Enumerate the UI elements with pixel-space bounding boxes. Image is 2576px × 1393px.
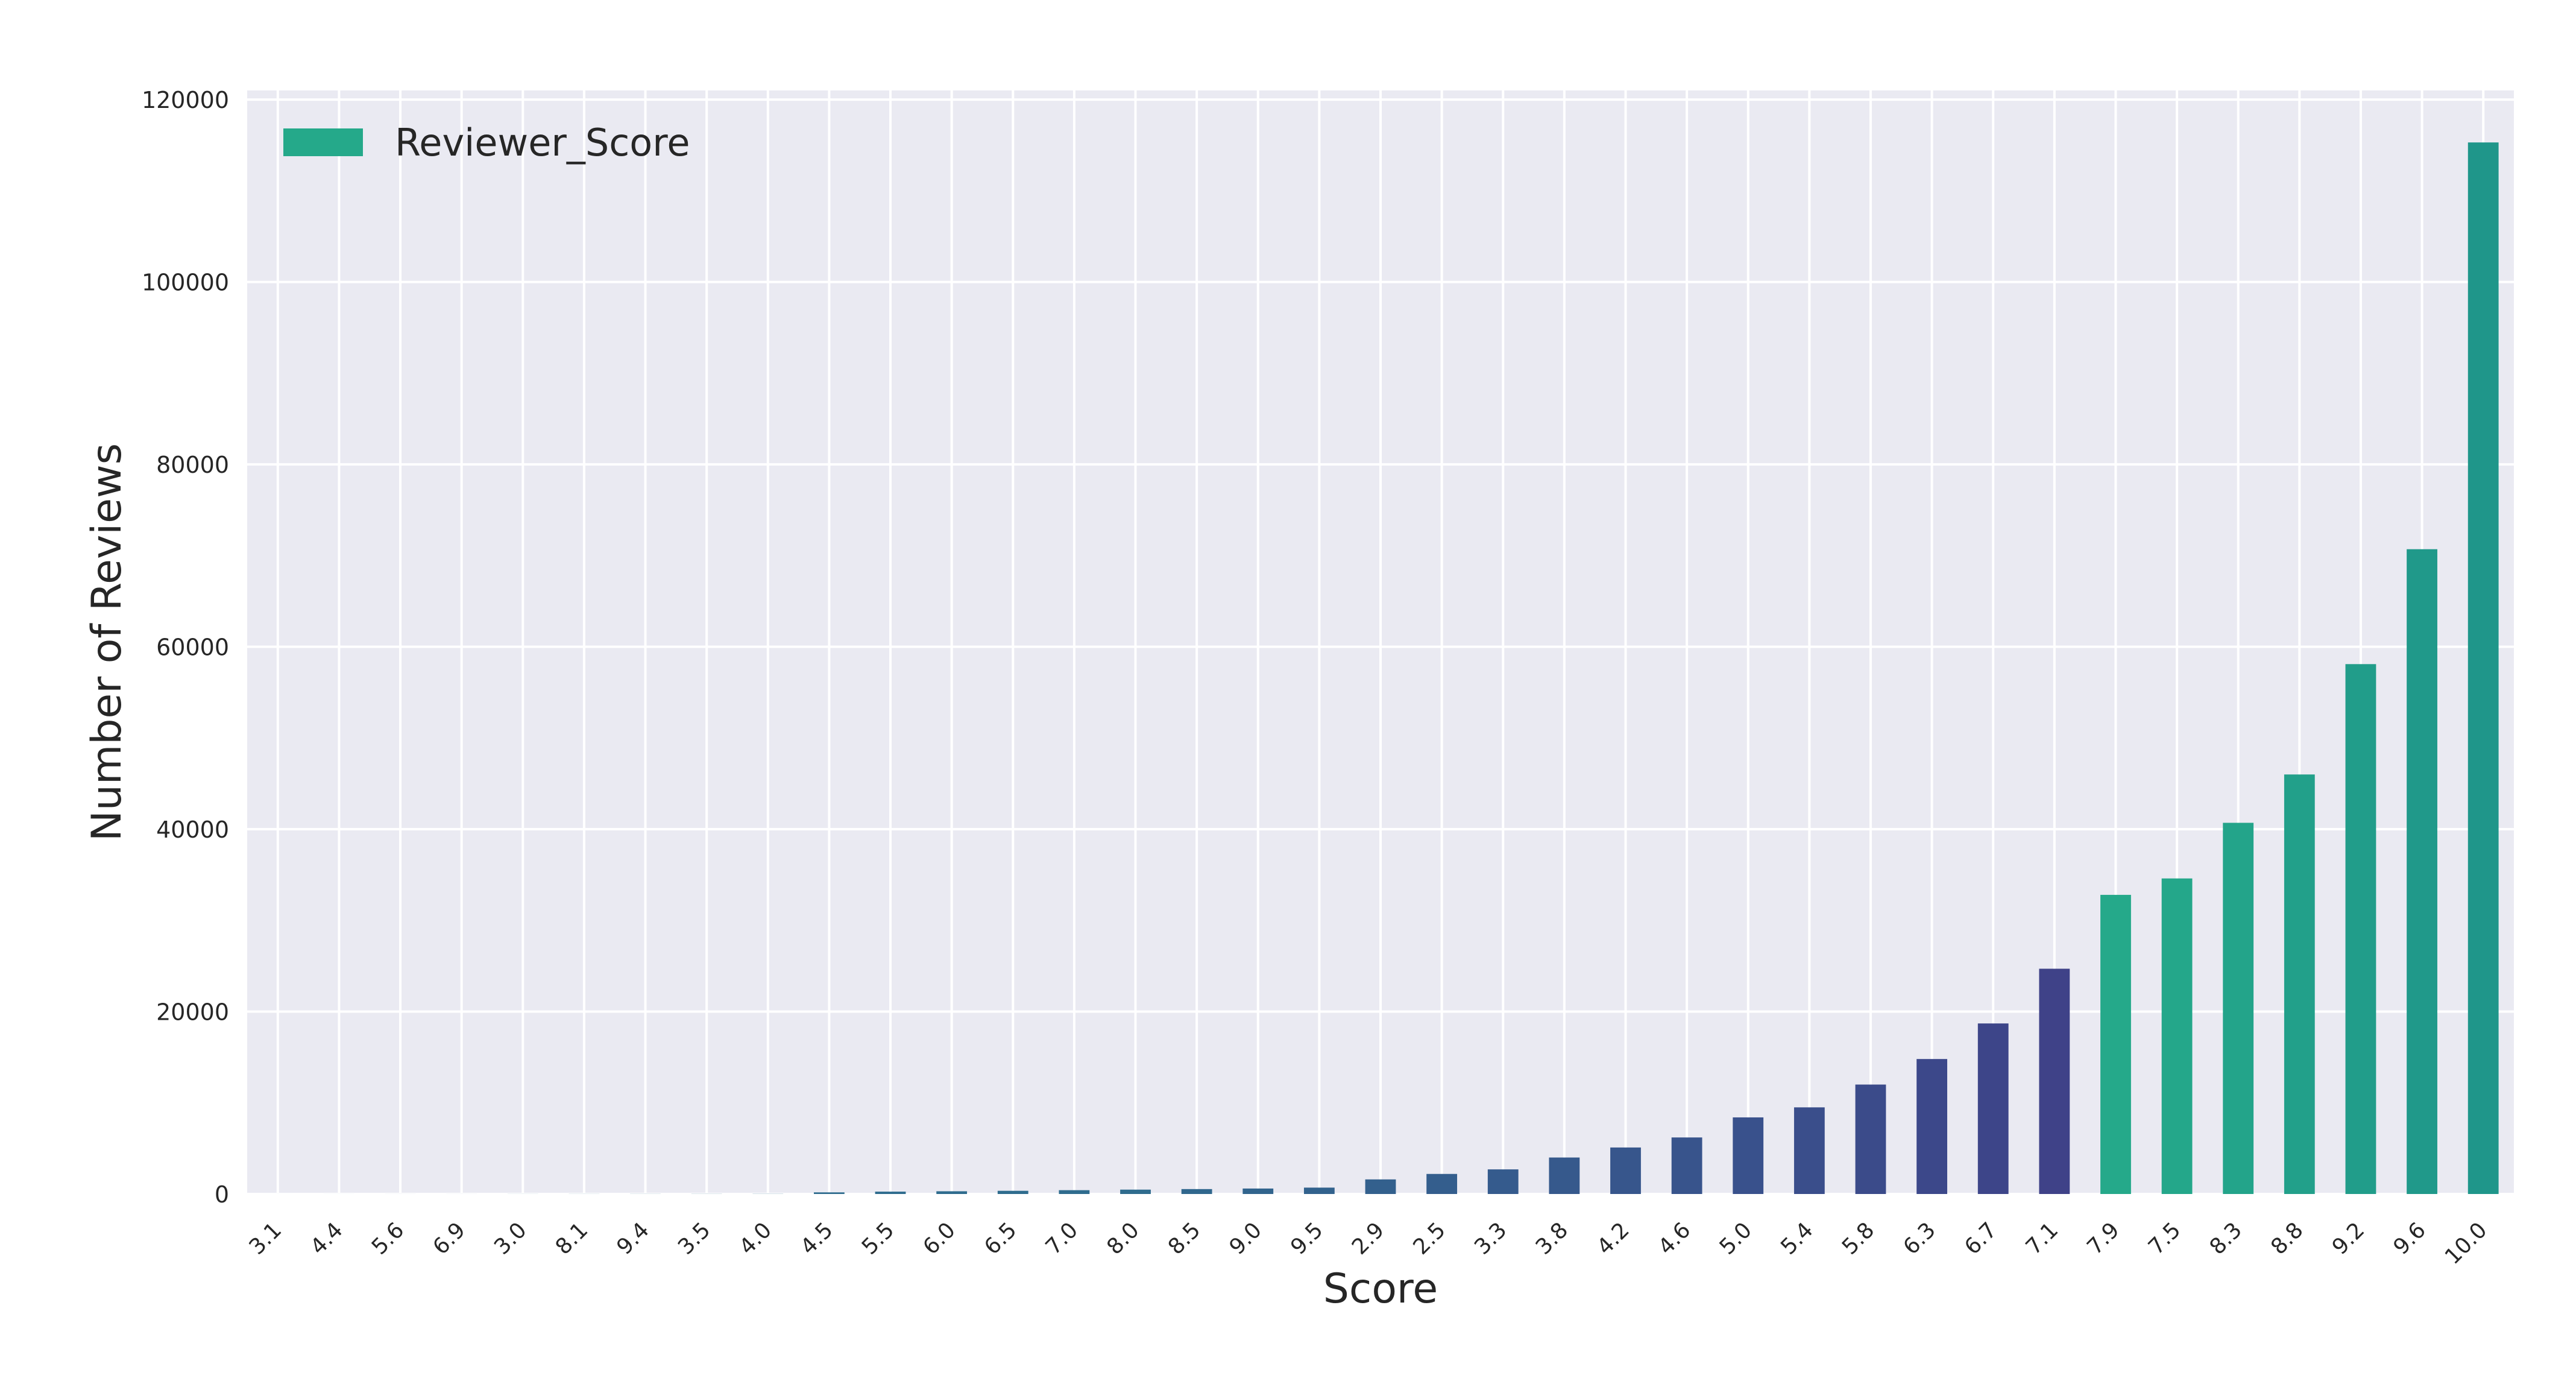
x-tick-label: 9.2 [2328,1218,2369,1259]
y-tick-labels: 0 20000 40000 60000 80000 100000 120000 [142,87,229,1208]
x-tick-label: 3.3 [1470,1218,1511,1259]
x-tick-label: 5.6 [367,1218,409,1259]
bars [262,142,2499,1195]
bar-5-0 [1733,1117,1764,1194]
x-tick-label: 7.1 [2021,1218,2063,1259]
x-tick-label: 6.7 [1960,1218,2001,1259]
bar-2-5 [1426,1173,1458,1194]
y-tick-label: 60000 [156,634,229,661]
y-tick-label: 40000 [156,817,229,843]
x-tick-label: 2.9 [1347,1218,1389,1259]
x-tick-label: 7.5 [2144,1218,2185,1259]
bar-9-6 [2407,549,2437,1194]
bar-6-7 [1977,1023,2009,1194]
x-tick-label: 8.0 [1102,1218,1144,1259]
x-axis-title: Score [1323,1265,1438,1313]
bar-6-3 [1916,1059,1947,1194]
bar-8-8 [2284,774,2315,1194]
bar-3-8 [1549,1157,1580,1194]
x-tick-label: 9.0 [1225,1218,1267,1259]
bar-2-9 [1365,1179,1396,1194]
x-tick-label: 4.4 [306,1218,347,1259]
bar-7-5 [2161,878,2193,1194]
x-tick-label: 10.0 [2440,1218,2492,1269]
bar-4-5 [814,1192,845,1194]
bar-4-6 [1671,1137,1702,1194]
x-tick-label: 4.5 [796,1218,837,1259]
bar-5-4 [1793,1107,1825,1194]
x-tick-label: 5.5 [857,1218,899,1259]
x-tick-label: 5.8 [1838,1218,1879,1259]
bar-5-5 [875,1192,906,1194]
x-tick-label: 4.2 [1592,1218,1634,1259]
x-tick-label: 6.3 [1898,1218,1940,1259]
y-tick-label: 100000 [142,270,229,296]
x-tick-label: 8.8 [2266,1218,2308,1259]
x-tick-label: 2.5 [1409,1218,1450,1259]
y-tick-label: 80000 [156,452,229,478]
bar-7-1 [2039,968,2070,1194]
x-tick-label: 3.0 [490,1218,531,1259]
bar-9-5 [1303,1187,1335,1194]
bar-8-0 [1120,1189,1151,1194]
bar-5-8 [1855,1084,1886,1194]
bar-3-3 [1487,1169,1519,1194]
legend-swatch [283,128,363,156]
x-tick-label: 3.1 [245,1218,286,1259]
bar-8-3 [2223,823,2254,1194]
x-tick-label: 6.5 [980,1218,1021,1259]
bar-7-0 [1059,1190,1090,1194]
bar-8-5 [1181,1189,1212,1194]
x-tick-label: 7.9 [2082,1218,2124,1259]
y-tick-label: 20000 [156,999,229,1026]
x-tick-label: 7.0 [1041,1218,1083,1259]
x-tick-label: 8.1 [551,1218,593,1259]
x-tick-label: 8.3 [2205,1218,2247,1259]
legend: Reviewer_Score [283,121,690,165]
y-tick-label: 120000 [142,87,229,113]
bar-7-9 [2100,894,2131,1194]
x-tick-label: 3.5 [673,1218,715,1259]
x-tick-label: 5.4 [1776,1218,1818,1259]
x-tick-label: 6.0 [919,1218,960,1259]
bar-9-2 [2345,664,2376,1194]
x-tick-label: 8.5 [1164,1218,1205,1259]
bar-6-0 [936,1191,968,1194]
x-tick-label: 9.4 [612,1218,653,1259]
y-tick-label: 0 [215,1181,229,1208]
x-tick-label: 9.6 [2389,1218,2430,1259]
x-tick-label: 6.9 [429,1218,470,1259]
x-tick-label: 3.8 [1531,1218,1573,1259]
legend-label: Reviewer_Score [395,121,690,165]
x-tick-label: 4.0 [735,1218,776,1259]
y-axis-title: Number of Reviews [83,443,131,841]
x-tick-label: 5.0 [1715,1218,1757,1259]
x-tick-label: 9.5 [1286,1218,1327,1259]
bar-4-2 [1610,1147,1641,1194]
bar-6-5 [997,1190,1028,1194]
bar-9-0 [1242,1188,1274,1194]
x-tick-label: 4.6 [1654,1218,1695,1259]
x-tick-labels: 3.1 4.4 5.6 6.9 3.0 8.1 9.4 3.5 4.0 4.5 5.5 6.0 6.5 7… [245,1218,2492,1269]
bar-10-0 [2467,142,2499,1195]
